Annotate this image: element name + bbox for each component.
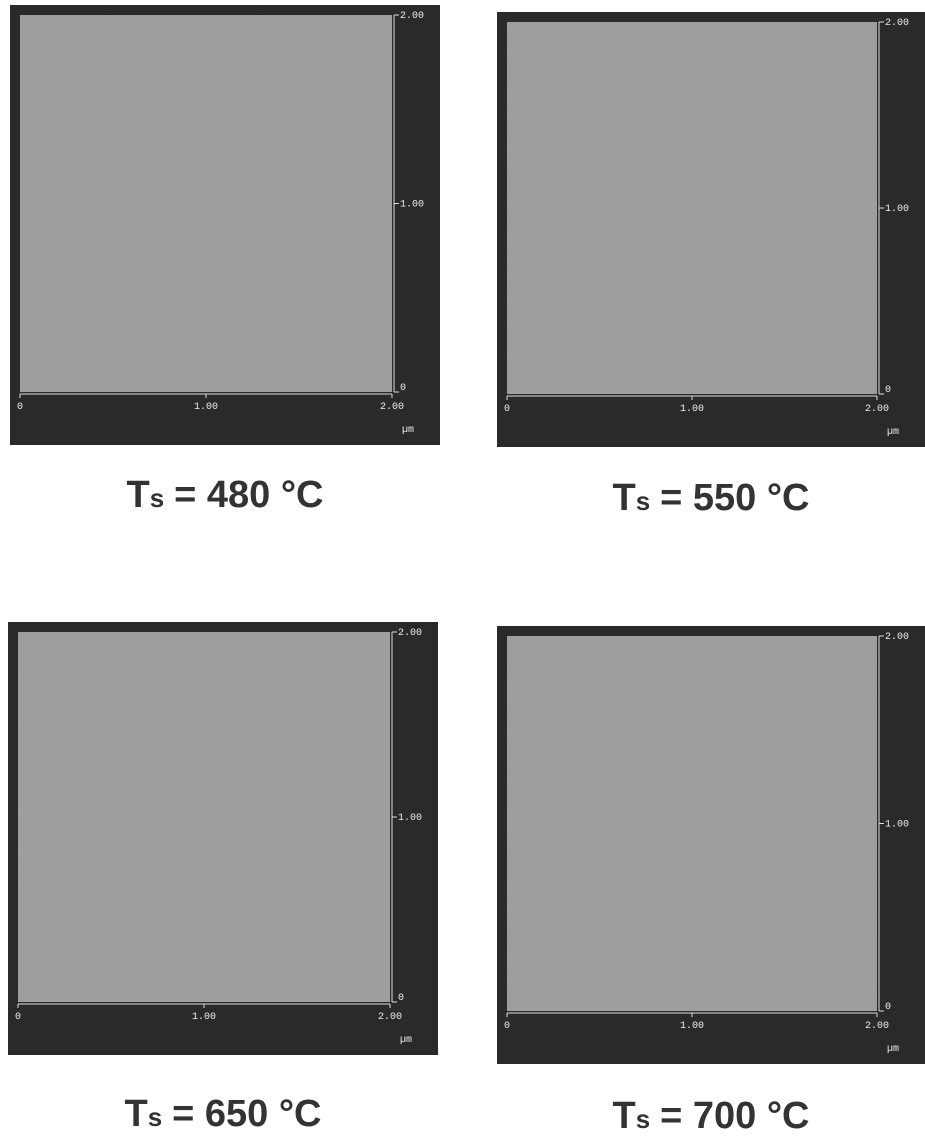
afm-panel: 2.00 1.00 0 0 1.00 2.00 µm Ts = 550 °C (497, 12, 925, 519)
caption-text: = 480 °C (174, 474, 323, 516)
afm-texture (507, 22, 877, 394)
x-tick-label: 0 (17, 402, 23, 413)
y-tick-label: 2.00 (400, 11, 424, 22)
caption-text: = 650 °C (172, 1093, 321, 1135)
x-tick-label: 2.00 (380, 402, 404, 413)
y-tick-label: 1.00 (885, 820, 909, 831)
y-tick-label: 2.00 (398, 628, 422, 639)
afm-panel: 2.00 1.00 0 0 1.00 2.00 µm Ts = 650 °C (8, 622, 438, 1135)
y-tick-label: 1.00 (885, 204, 909, 215)
page: 2.00 1.00 0 0 1.00 2.00 µm Ts = 480 °C 2.00 1.00 0 0… (0, 0, 925, 1137)
afm-texture (507, 636, 877, 1011)
y-tick-label: 2.00 (885, 632, 909, 643)
y-tick-label: 0 (400, 383, 406, 394)
unit-label: µm (887, 427, 899, 438)
caption-symbol: T (126, 474, 149, 516)
caption-text: = 700 °C (660, 1095, 809, 1137)
x-tick-label: 2.00 (865, 1021, 889, 1032)
y-tick-label: 0 (398, 993, 404, 1004)
caption: Ts = 650 °C (124, 1093, 321, 1135)
x-tick-label: 2.00 (865, 404, 889, 415)
x-tick-label: 0 (504, 1021, 510, 1032)
x-tick-label: 1.00 (192, 1012, 216, 1023)
x-tick-label: 2.00 (378, 1012, 402, 1023)
y-tick-label: 2.00 (885, 18, 909, 29)
x-tick-label: 1.00 (680, 1021, 704, 1032)
y-tick-label: 1.00 (400, 200, 424, 211)
x-tick-label: 0 (504, 404, 510, 415)
afm-texture (18, 632, 390, 1002)
y-tick-label: 1.00 (398, 813, 422, 824)
x-tick-label: 0 (15, 1012, 21, 1023)
caption-text: = 550 °C (660, 477, 809, 519)
caption-subscript: s (636, 486, 650, 516)
caption-subscript: s (148, 1102, 162, 1132)
caption: Ts = 550 °C (612, 477, 809, 519)
caption-subscript: s (150, 483, 164, 513)
unit-label: µm (402, 425, 414, 436)
afm-texture (20, 15, 392, 392)
caption-subscript: s (636, 1104, 650, 1134)
caption-symbol: T (124, 1093, 147, 1135)
unit-label: µm (887, 1044, 899, 1055)
unit-label: µm (400, 1035, 412, 1046)
caption-symbol: T (612, 477, 635, 519)
afm-panel: 2.00 1.00 0 0 1.00 2.00 µm Ts = 700 °C (497, 626, 925, 1137)
caption-symbol: T (612, 1095, 635, 1137)
x-tick-label: 1.00 (680, 404, 704, 415)
figure: 2.00 1.00 0 0 1.00 2.00 µm Ts = 480 °C 2.00 1.00 0 0… (0, 0, 925, 1137)
caption: Ts = 480 °C (126, 474, 323, 516)
y-tick-label: 0 (885, 385, 891, 396)
x-tick-label: 1.00 (194, 402, 218, 413)
caption: Ts = 700 °C (612, 1095, 809, 1137)
y-tick-label: 0 (885, 1002, 891, 1013)
afm-panel: 2.00 1.00 0 0 1.00 2.00 µm Ts = 480 °C (10, 5, 440, 516)
